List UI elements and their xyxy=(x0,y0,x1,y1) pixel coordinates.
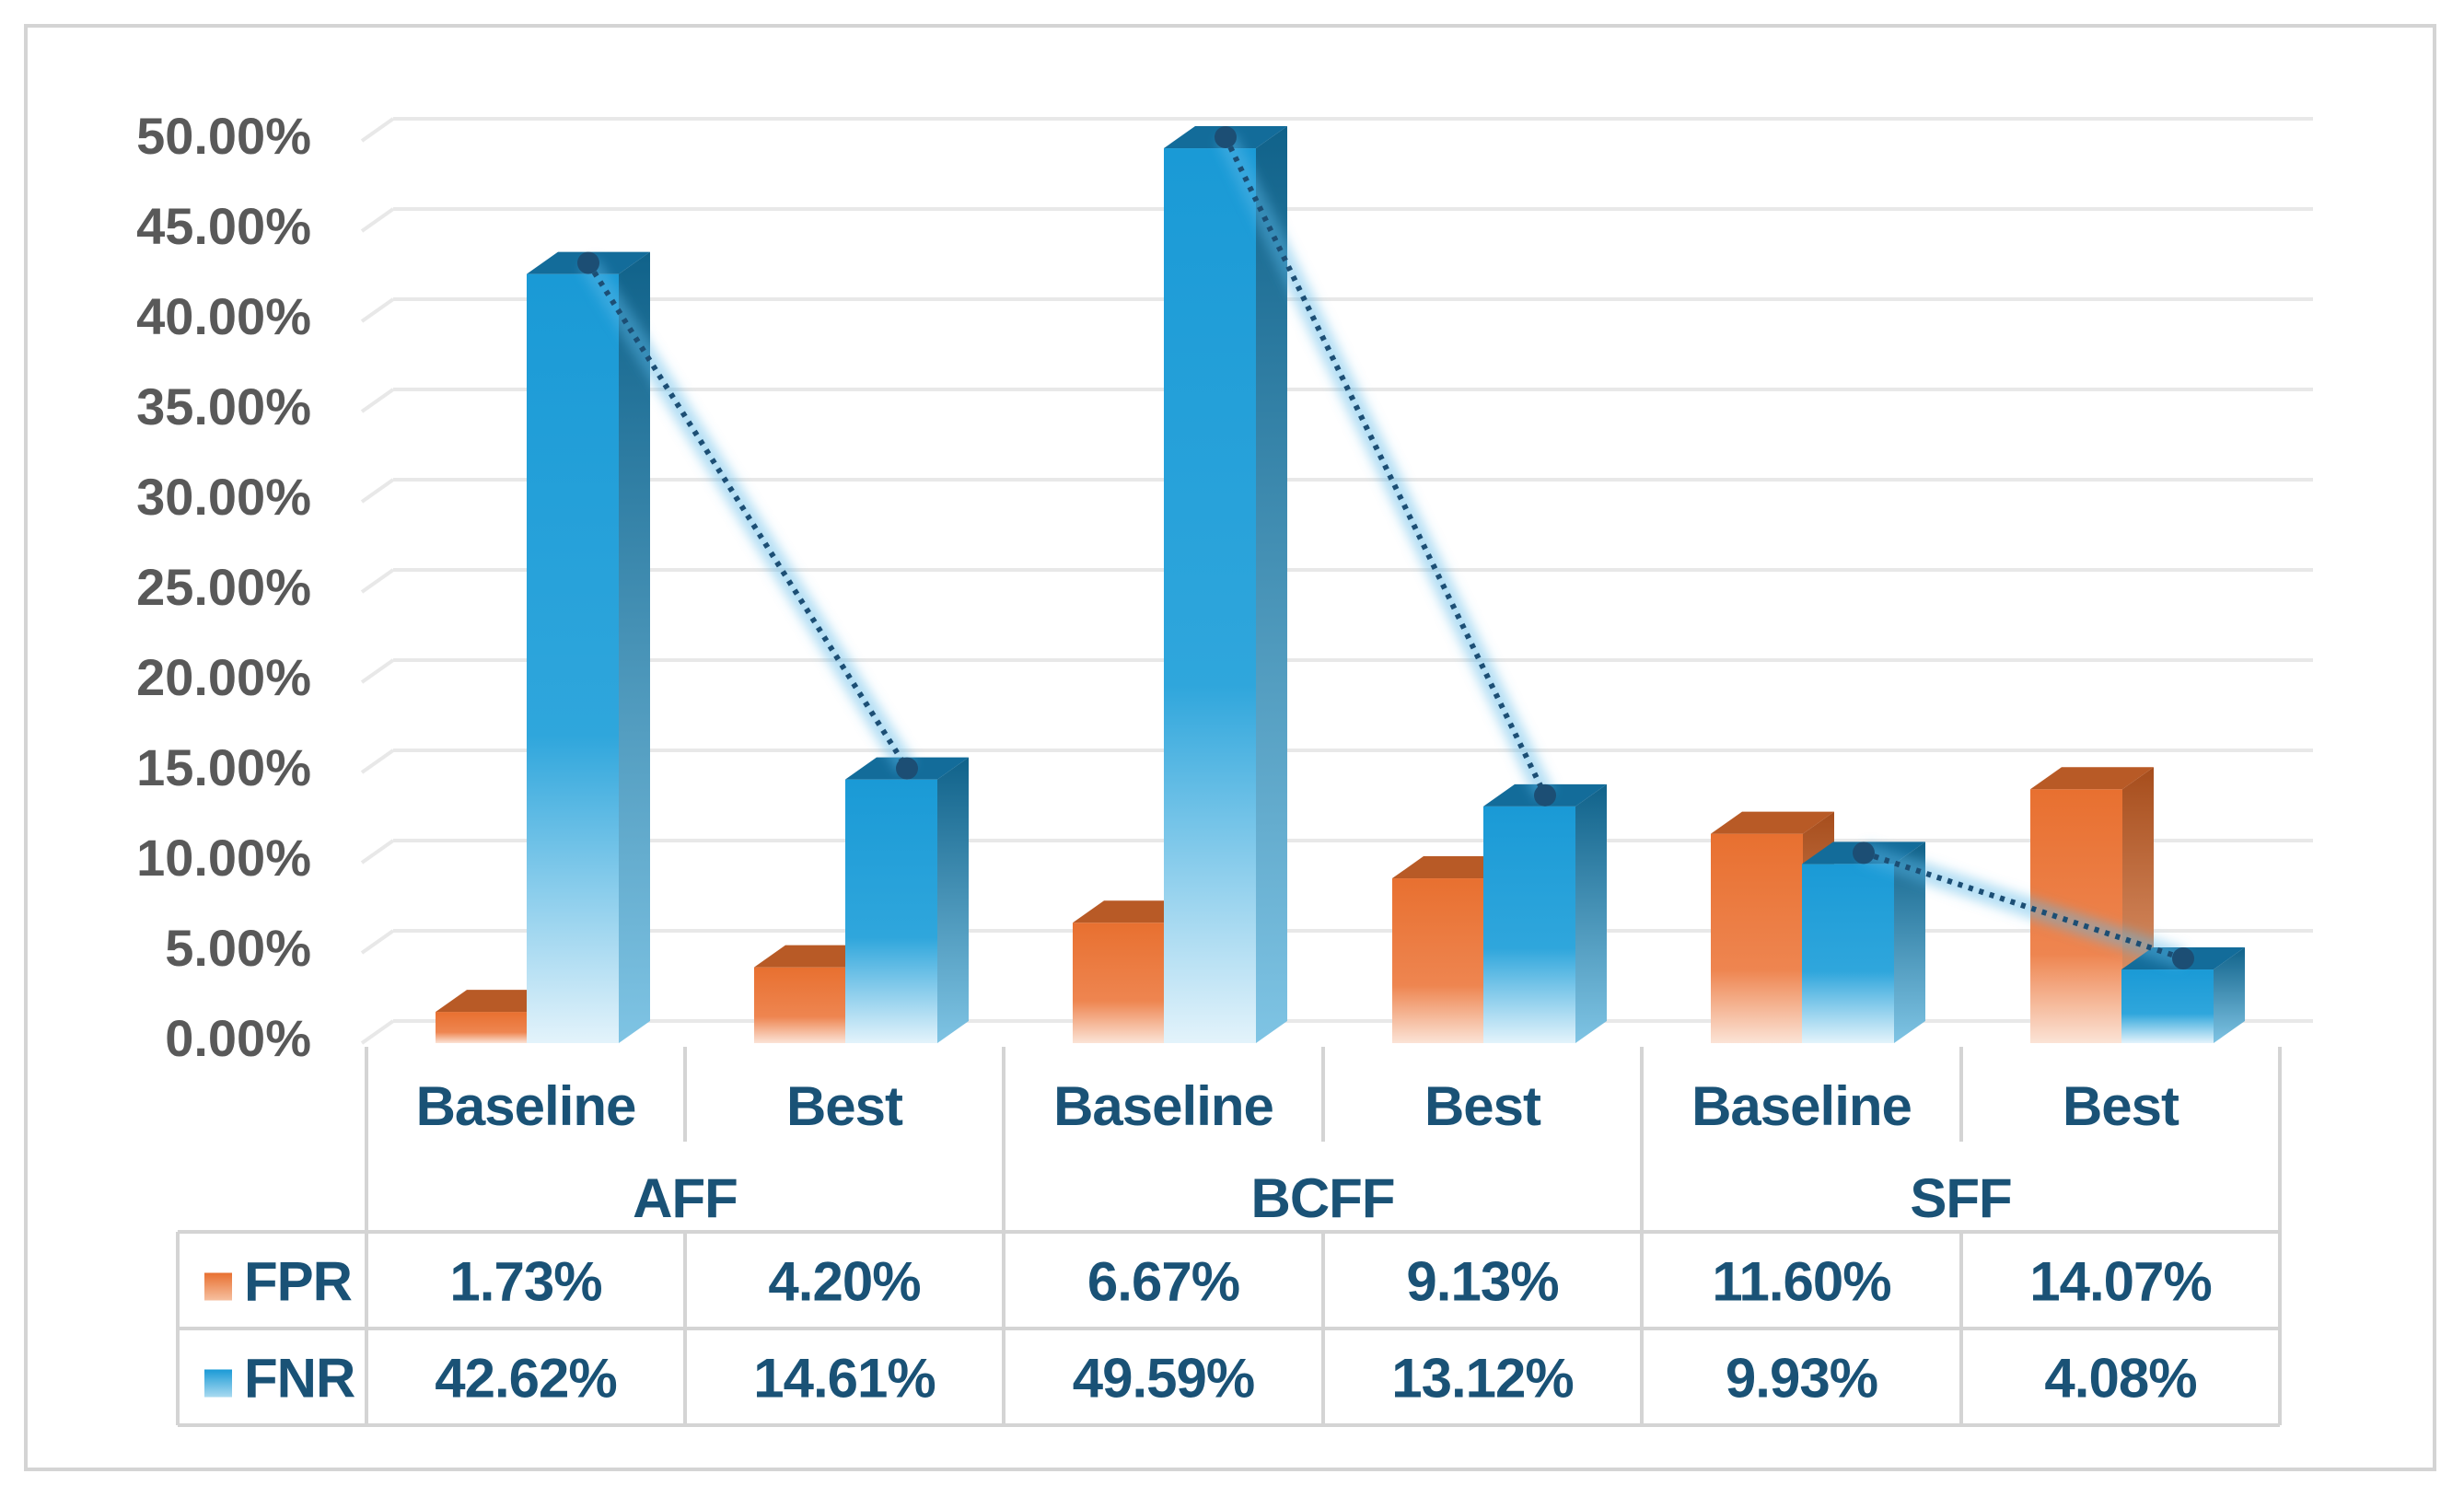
table-cell-fpr: 6.67% xyxy=(1087,1251,1239,1313)
grid-depth-line xyxy=(360,117,395,143)
bar-front xyxy=(845,779,937,1043)
trendline-marker xyxy=(1215,126,1237,149)
fnr-bar xyxy=(1802,841,1925,1043)
category-label: Best xyxy=(2063,1075,2179,1137)
grid-depth-line xyxy=(360,1019,395,1045)
y-tick-label: 0.00% xyxy=(165,1009,311,1067)
grid-depth-line xyxy=(360,658,395,684)
y-tick-label: 30.00% xyxy=(136,468,311,526)
table-cell-fnr: 13.12% xyxy=(1391,1348,1574,1410)
legend-key-fnr xyxy=(204,1369,232,1398)
legend-key-fpr xyxy=(204,1272,232,1301)
trendline-marker xyxy=(577,251,599,274)
group-label: BCFF xyxy=(1251,1167,1395,1229)
group-label: AFF xyxy=(633,1167,738,1229)
group-label: SFF xyxy=(1910,1167,2011,1229)
grid-depth-line xyxy=(360,388,395,413)
bar-side xyxy=(1256,126,1287,1043)
fnr-bar xyxy=(2121,947,2245,1043)
bar-front xyxy=(436,1012,528,1043)
category-label: Baseline xyxy=(416,1075,636,1137)
y-tick-label: 15.00% xyxy=(136,738,311,796)
bar-front xyxy=(2121,969,2214,1043)
table-cell-fnr: 42.62% xyxy=(435,1348,617,1410)
bar-side xyxy=(1894,841,1925,1043)
trendline-marker xyxy=(1853,841,1875,865)
category-label: Best xyxy=(786,1075,903,1137)
table-cell-fpr: 11.60% xyxy=(1712,1251,1890,1313)
trendline-marker xyxy=(2172,947,2194,970)
y-tick-label: 5.00% xyxy=(165,919,311,977)
grid-depth-line xyxy=(360,748,395,774)
fnr-trendlines xyxy=(577,126,2194,970)
fnr-bar xyxy=(1483,783,1607,1043)
bar-side xyxy=(937,757,969,1043)
bar-top xyxy=(2030,767,2154,790)
bar-front xyxy=(527,273,619,1043)
bar-front xyxy=(1483,806,1575,1043)
grid-depth-line xyxy=(360,839,395,865)
bar-front xyxy=(1164,148,1256,1043)
grid-depth-line xyxy=(360,568,395,594)
y-tick-label: 25.00% xyxy=(136,558,311,616)
fnr-bar xyxy=(845,757,969,1043)
table-cell-fpr: 1.73% xyxy=(449,1251,601,1313)
grid-depth-line xyxy=(360,478,395,504)
y-tick-label: 35.00% xyxy=(136,377,311,435)
table-cell-fnr: 49.59% xyxy=(1073,1348,1255,1410)
table-cell-fpr: 4.20% xyxy=(768,1251,920,1313)
bar-front xyxy=(754,967,846,1043)
y-tick-label: 40.00% xyxy=(136,287,311,345)
series-label-fpr: FPR xyxy=(244,1251,353,1313)
grid-depth-line xyxy=(360,929,395,955)
table-cell-fnr: 4.08% xyxy=(2044,1348,2196,1410)
bar-top xyxy=(1711,811,1834,834)
y-tick-label: 20.00% xyxy=(136,648,311,706)
table-cell-fnr: 14.61% xyxy=(753,1348,936,1410)
category-label: Baseline xyxy=(1053,1075,1273,1137)
bars xyxy=(436,126,2245,1043)
trendline xyxy=(1223,135,1548,797)
data-table: Baseline Best Baseline Best Baseline Best AFF B… xyxy=(176,1047,2282,1427)
trendline-marker xyxy=(1534,783,1556,807)
grid-depth-line xyxy=(360,297,395,323)
bar-side xyxy=(1575,783,1607,1043)
y-tick-label: 50.00% xyxy=(136,107,311,165)
table-cell-fpr: 9.13% xyxy=(1406,1251,1558,1313)
bar-side xyxy=(619,251,650,1043)
fnr-bar xyxy=(1164,126,1287,1043)
bar-front xyxy=(1802,864,1894,1043)
series-label-fnr: FNR xyxy=(244,1348,355,1410)
y-axis-ticks: 0.00% 5.00% 10.00% 15.00% 20.00% 25.00% 30.00%… xyxy=(136,107,311,1067)
table-cell-fpr: 14.07% xyxy=(2029,1251,2212,1313)
trendline-marker xyxy=(896,757,918,780)
trendline xyxy=(586,261,910,771)
y-tick-label: 10.00% xyxy=(136,829,311,887)
grid-depth-line xyxy=(360,207,395,233)
bar-front xyxy=(1392,878,1484,1043)
fnr-bar xyxy=(527,251,650,1043)
trendline xyxy=(1863,850,2184,961)
bar-side xyxy=(2214,947,2245,1043)
category-label: Baseline xyxy=(1691,1075,1912,1137)
table-cell-fnr: 9.93% xyxy=(1726,1348,1877,1410)
bar-front xyxy=(1073,923,1165,1043)
y-tick-label: 45.00% xyxy=(136,197,311,255)
category-label: Best xyxy=(1424,1075,1541,1137)
bar-front xyxy=(1711,833,1803,1043)
